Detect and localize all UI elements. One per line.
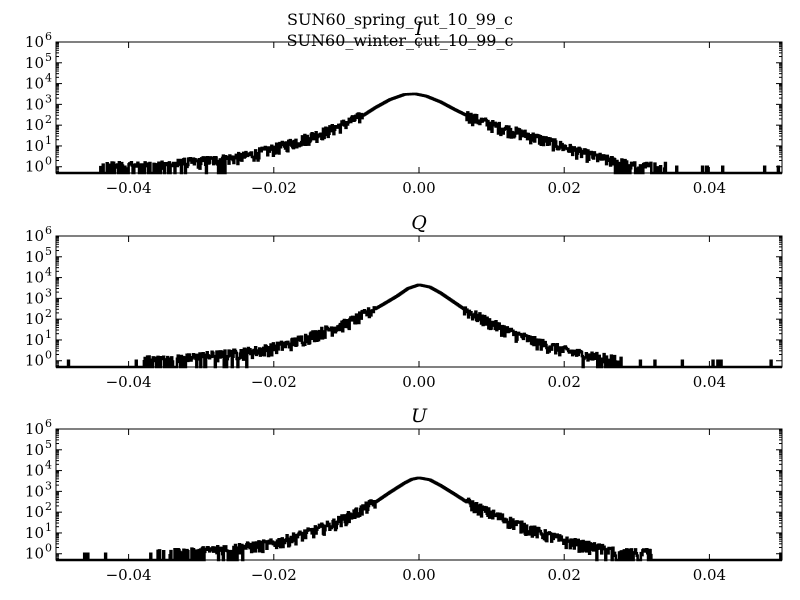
- y-tick-label-exponent: 4: [45, 266, 52, 279]
- panel-u-frame: [55, 428, 783, 561]
- suptitle-line-1: SUN60_spring_cut_10_99_c: [287, 10, 513, 29]
- y-tick-label: 10: [25, 462, 44, 480]
- y-tick-label: 10: [25, 75, 44, 93]
- y-tick-label: 10: [25, 227, 44, 245]
- x-tick-label: −0.02: [251, 566, 297, 584]
- y-tick-label: 10: [25, 441, 44, 459]
- panel-i-histogram-series: [56, 92, 782, 175]
- y-tick-label-exponent: 3: [45, 92, 52, 105]
- x-tick-label: −0.04: [106, 566, 152, 584]
- y-tick-label-exponent: 1: [45, 328, 52, 341]
- panel-i-frame: [55, 41, 783, 174]
- x-tick-label: −0.04: [106, 179, 152, 197]
- y-tick-label: 10: [25, 95, 44, 113]
- y-tick-label-exponent: 0: [45, 155, 52, 168]
- y-tick-label: 10: [25, 158, 44, 176]
- x-tick-label: 0.02: [547, 566, 580, 584]
- y-tick-label-exponent: 3: [45, 286, 52, 299]
- y-tick-label: 10: [25, 289, 44, 307]
- y-tick-label-exponent: 4: [45, 459, 52, 472]
- y-tick-label: 10: [25, 545, 44, 563]
- y-tick-label-exponent: 2: [45, 113, 52, 126]
- y-tick-label: 10: [25, 116, 44, 134]
- y-tick-label: 10: [25, 524, 44, 542]
- x-tick-label: 0.02: [547, 373, 580, 391]
- x-tick-label: 0.00: [402, 179, 435, 197]
- y-tick-label: 10: [25, 482, 44, 500]
- panel-q-histogram-series: [56, 283, 782, 369]
- y-tick-label: 10: [25, 310, 44, 328]
- x-tick-label: 0.00: [402, 566, 435, 584]
- y-tick-label-exponent: 5: [45, 51, 52, 64]
- y-tick-label-exponent: 0: [45, 349, 52, 362]
- suptitle-line-2: SUN60_winter_cut_10_99_c: [287, 31, 514, 50]
- x-tick-label: 0.02: [547, 179, 580, 197]
- y-tick-label-exponent: 5: [45, 245, 52, 258]
- y-tick-label: 10: [25, 137, 44, 155]
- panel-i-title: I: [414, 18, 423, 40]
- y-tick-label-exponent: 1: [45, 521, 52, 534]
- y-tick-label-exponent: 3: [45, 479, 52, 492]
- y-tick-label: 10: [25, 248, 44, 266]
- y-tick-label-exponent: 5: [45, 438, 52, 451]
- y-tick-label-exponent: 4: [45, 72, 52, 85]
- panel-q-title: Q: [411, 212, 427, 234]
- x-tick-label: 0.00: [402, 373, 435, 391]
- y-tick-label-exponent: 1: [45, 134, 52, 147]
- x-tick-label: −0.02: [251, 373, 297, 391]
- y-tick-label: 10: [25, 33, 44, 51]
- panel-u-title: U: [411, 405, 428, 427]
- panel-q-frame: [55, 235, 783, 368]
- y-tick-label: 10: [25, 331, 44, 349]
- x-tick-label: −0.02: [251, 179, 297, 197]
- x-tick-label: 0.04: [693, 566, 726, 584]
- x-tick-label: 0.04: [693, 373, 726, 391]
- y-tick-label: 10: [25, 352, 44, 370]
- y-tick-label-exponent: 2: [45, 307, 52, 320]
- y-tick-label-exponent: 2: [45, 500, 52, 513]
- y-tick-label: 10: [25, 269, 44, 287]
- y-tick-label-exponent: 0: [45, 542, 52, 555]
- y-tick-label-exponent: 6: [45, 30, 52, 43]
- y-tick-label: 10: [25, 420, 44, 438]
- x-tick-label: −0.04: [106, 373, 152, 391]
- y-tick-label-exponent: 6: [45, 417, 52, 430]
- panel-u-histogram-series: [56, 476, 783, 562]
- y-tick-label: 10: [25, 503, 44, 521]
- x-tick-label: 0.04: [693, 179, 726, 197]
- y-tick-label-exponent: 6: [45, 224, 52, 237]
- y-tick-label: 10: [25, 54, 44, 72]
